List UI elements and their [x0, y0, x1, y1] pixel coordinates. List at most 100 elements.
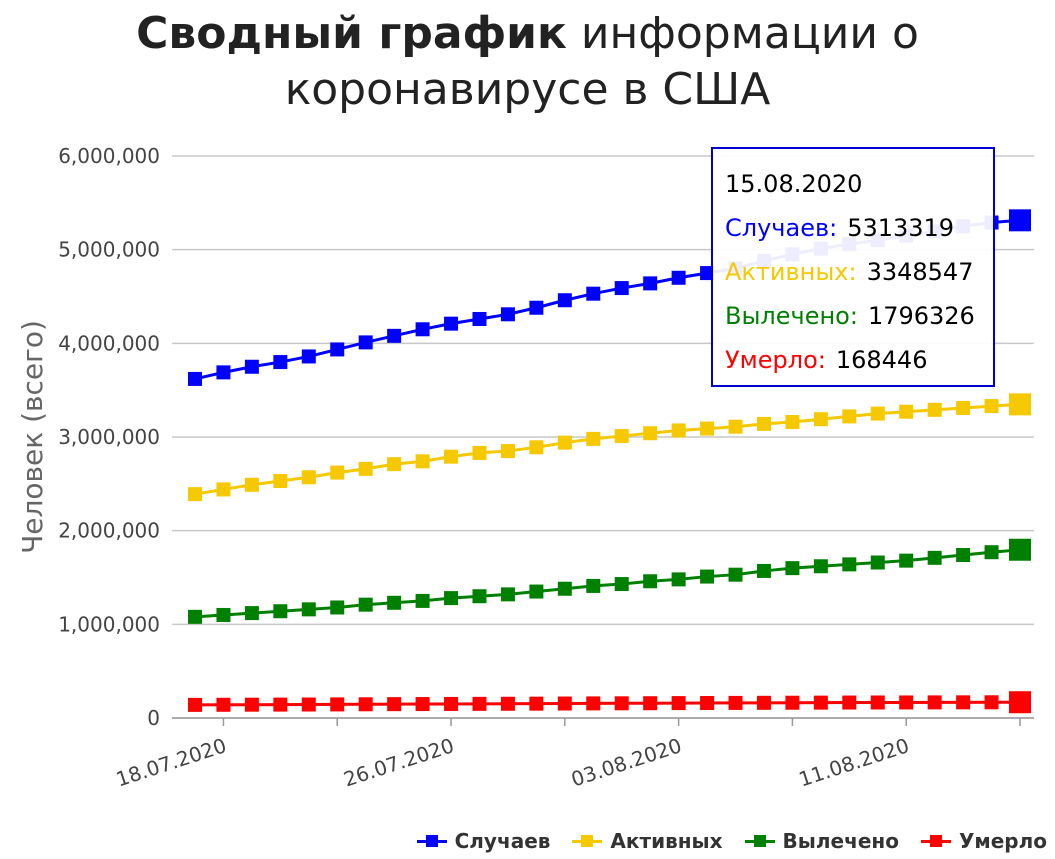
data-point[interactable]: [586, 286, 601, 301]
data-point[interactable]: [700, 696, 715, 711]
data-point[interactable]: [614, 281, 629, 296]
data-point[interactable]: [188, 609, 202, 624]
data-point[interactable]: [557, 293, 572, 308]
data-point[interactable]: [273, 474, 288, 489]
data-point[interactable]: [301, 697, 316, 712]
data-point[interactable]: [643, 426, 658, 441]
data-point[interactable]: [671, 423, 686, 438]
data-point[interactable]: [415, 593, 430, 608]
data-point[interactable]: [984, 695, 999, 710]
data-point[interactable]: [244, 359, 259, 374]
data-point[interactable]: [728, 419, 743, 434]
data-point[interactable]: [671, 270, 686, 285]
data-point[interactable]: [529, 300, 544, 315]
data-point[interactable]: [216, 365, 231, 380]
data-point[interactable]: [671, 572, 686, 587]
legend-item-recovered[interactable]: Вылечено: [744, 829, 899, 853]
data-point[interactable]: [984, 545, 999, 560]
data-point[interactable]: [728, 695, 743, 710]
data-point[interactable]: [387, 697, 402, 712]
data-point[interactable]: [557, 581, 572, 596]
data-point[interactable]: [813, 695, 828, 710]
data-point[interactable]: [813, 559, 828, 574]
data-point[interactable]: [358, 461, 373, 476]
data-point[interactable]: [899, 404, 914, 419]
data-point[interactable]: [273, 355, 288, 370]
data-point[interactable]: [500, 307, 515, 322]
data-point[interactable]: [216, 607, 231, 622]
data-point[interactable]: [899, 553, 914, 568]
data-point[interactable]: [188, 487, 202, 502]
data-point[interactable]: [301, 602, 316, 617]
data-point[interactable]: [188, 371, 202, 386]
data-point[interactable]: [842, 695, 857, 710]
data-point[interactable]: [956, 548, 971, 563]
data-point[interactable]: [273, 604, 288, 619]
data-point[interactable]: [956, 400, 971, 415]
data-point[interactable]: [671, 696, 686, 711]
data-point[interactable]: [472, 589, 487, 604]
data-point[interactable]: [728, 567, 743, 582]
data-point[interactable]: [444, 449, 459, 464]
data-point[interactable]: [1009, 393, 1031, 416]
data-point[interactable]: [358, 597, 373, 612]
data-point[interactable]: [301, 349, 316, 364]
data-point[interactable]: [557, 696, 572, 711]
data-point[interactable]: [870, 695, 885, 710]
data-point[interactable]: [956, 695, 971, 710]
data-point[interactable]: [244, 606, 259, 621]
data-point[interactable]: [358, 335, 373, 350]
data-point[interactable]: [415, 697, 430, 712]
data-point[interactable]: [927, 402, 942, 417]
data-point[interactable]: [785, 695, 800, 710]
data-point[interactable]: [586, 578, 601, 593]
data-point[interactable]: [358, 697, 373, 712]
data-point[interactable]: [927, 550, 942, 565]
data-point[interactable]: [614, 577, 629, 592]
data-point[interactable]: [557, 435, 572, 450]
data-point[interactable]: [842, 409, 857, 424]
data-point[interactable]: [700, 421, 715, 436]
data-point[interactable]: [415, 322, 430, 337]
data-point[interactable]: [842, 557, 857, 572]
data-point[interactable]: [500, 696, 515, 711]
data-point[interactable]: [899, 695, 914, 710]
data-point[interactable]: [444, 316, 459, 331]
data-point[interactable]: [700, 266, 715, 281]
data-point[interactable]: [756, 416, 771, 431]
data-point[interactable]: [500, 444, 515, 459]
data-point[interactable]: [756, 563, 771, 578]
data-point[interactable]: [444, 696, 459, 711]
data-point[interactable]: [330, 600, 345, 615]
data-point[interactable]: [643, 276, 658, 291]
data-point[interactable]: [444, 591, 459, 606]
data-point[interactable]: [586, 431, 601, 446]
data-point[interactable]: [614, 696, 629, 711]
data-point[interactable]: [529, 584, 544, 599]
data-point[interactable]: [586, 696, 601, 711]
data-point[interactable]: [301, 470, 316, 485]
data-point[interactable]: [643, 696, 658, 711]
data-point[interactable]: [870, 555, 885, 570]
data-point[interactable]: [1009, 209, 1031, 232]
data-point[interactable]: [927, 695, 942, 710]
data-point[interactable]: [785, 415, 800, 430]
data-point[interactable]: [756, 695, 771, 710]
data-point[interactable]: [813, 412, 828, 427]
data-point[interactable]: [643, 574, 658, 589]
data-point[interactable]: [984, 399, 999, 414]
data-point[interactable]: [529, 696, 544, 711]
data-point[interactable]: [330, 342, 345, 357]
legend-item-active[interactable]: Активных: [572, 829, 723, 853]
data-point[interactable]: [472, 445, 487, 460]
data-point[interactable]: [216, 697, 231, 712]
data-point[interactable]: [472, 311, 487, 326]
data-point[interactable]: [614, 429, 629, 444]
data-point[interactable]: [387, 457, 402, 472]
legend-item-cases[interactable]: Случаев: [416, 829, 550, 853]
data-point[interactable]: [785, 561, 800, 576]
data-point[interactable]: [273, 697, 288, 712]
legend-item-deaths[interactable]: Умерло: [920, 829, 1047, 853]
data-point[interactable]: [330, 697, 345, 712]
data-point[interactable]: [330, 465, 345, 480]
